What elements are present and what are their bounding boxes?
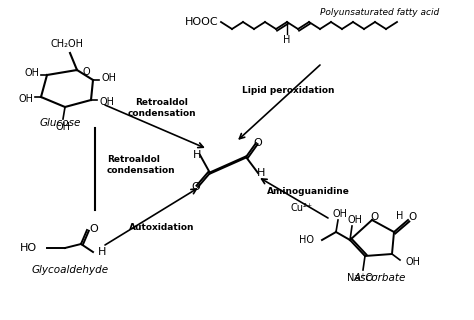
Text: O: O	[89, 224, 98, 234]
Text: Retroaldol
condensation: Retroaldol condensation	[107, 155, 176, 175]
Text: O: O	[191, 182, 201, 192]
Text: Glucose: Glucose	[39, 118, 81, 128]
Text: OH: OH	[55, 122, 71, 132]
Text: Lipid peroxidation: Lipid peroxidation	[242, 85, 334, 94]
Text: HO: HO	[20, 243, 37, 253]
Text: Ascorbate: Ascorbate	[354, 273, 406, 283]
Text: OH: OH	[347, 215, 363, 225]
Text: H: H	[193, 150, 201, 160]
Text: HOOC: HOOC	[185, 17, 219, 27]
Text: Aminoguanidine: Aminoguanidine	[266, 188, 349, 196]
Text: OH: OH	[18, 94, 33, 104]
Text: Polyunsaturated fatty acid: Polyunsaturated fatty acid	[320, 7, 439, 17]
Text: OH: OH	[24, 68, 39, 78]
Text: Glycoaldehyde: Glycoaldehyde	[31, 265, 109, 275]
Text: Retroaldol
condensation: Retroaldol condensation	[128, 98, 196, 118]
Text: O: O	[371, 212, 379, 222]
Text: OH: OH	[101, 73, 116, 83]
Text: O: O	[254, 138, 263, 148]
Text: H: H	[396, 211, 404, 221]
Text: OH: OH	[332, 209, 347, 219]
Text: H: H	[257, 168, 265, 178]
Text: CH₂OH: CH₂OH	[51, 39, 83, 49]
Text: Na⁺O⁻: Na⁺O⁻	[347, 273, 379, 283]
Text: O: O	[409, 212, 417, 222]
Text: HO: HO	[299, 235, 314, 245]
Text: OH: OH	[99, 97, 114, 107]
Text: H: H	[98, 247, 106, 257]
Text: Autoxidation: Autoxidation	[129, 223, 195, 233]
Text: O: O	[82, 67, 90, 77]
Text: H: H	[283, 35, 291, 45]
Text: OH: OH	[406, 257, 421, 267]
Text: Cu²⁺: Cu²⁺	[291, 203, 313, 213]
